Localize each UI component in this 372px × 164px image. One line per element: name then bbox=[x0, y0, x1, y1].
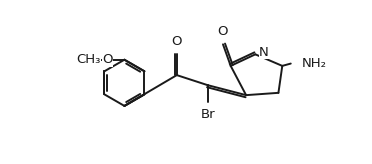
Text: N: N bbox=[259, 46, 269, 59]
Text: O: O bbox=[102, 53, 113, 66]
Text: CH₃: CH₃ bbox=[76, 53, 100, 66]
Text: O: O bbox=[171, 35, 182, 48]
Text: NH₂: NH₂ bbox=[302, 57, 327, 70]
Text: Br: Br bbox=[200, 108, 215, 121]
Text: O: O bbox=[218, 25, 228, 38]
